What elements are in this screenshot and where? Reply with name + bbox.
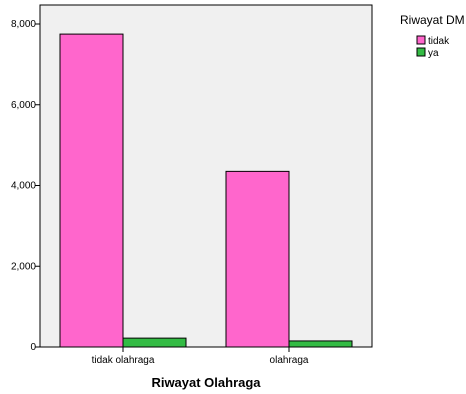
- legend-swatch-ya: [416, 47, 426, 57]
- y-tick-label: 4,000: [11, 181, 36, 192]
- legend-swatch-tidak: [416, 35, 426, 45]
- x-tick-label: olahraga: [270, 355, 309, 366]
- legend-label-tidak: tidak: [428, 36, 450, 47]
- x-axis-title: Riwayat Olahraga: [151, 375, 261, 390]
- bar-ya-1: [288, 340, 353, 348]
- y-tick-label: 6,000: [11, 100, 36, 111]
- legend-title: Riwayat DM: [400, 13, 465, 27]
- bar-ya-0: [122, 337, 187, 348]
- x-axis: tidak olahraga olahraga: [92, 347, 309, 366]
- y-tick-label: 8,000: [11, 19, 36, 30]
- y-tick-label: 0: [30, 342, 36, 353]
- x-tick-label: tidak olahraga: [92, 355, 155, 366]
- bars: [59, 33, 353, 348]
- y-axis: 0 2,000 4,000 6,000 8,000: [11, 19, 40, 353]
- legend-label-ya: ya: [428, 48, 439, 59]
- bar-tidak-0: [59, 33, 124, 348]
- bar-tidak-1: [225, 170, 290, 348]
- y-tick-label: 2,000: [11, 261, 36, 272]
